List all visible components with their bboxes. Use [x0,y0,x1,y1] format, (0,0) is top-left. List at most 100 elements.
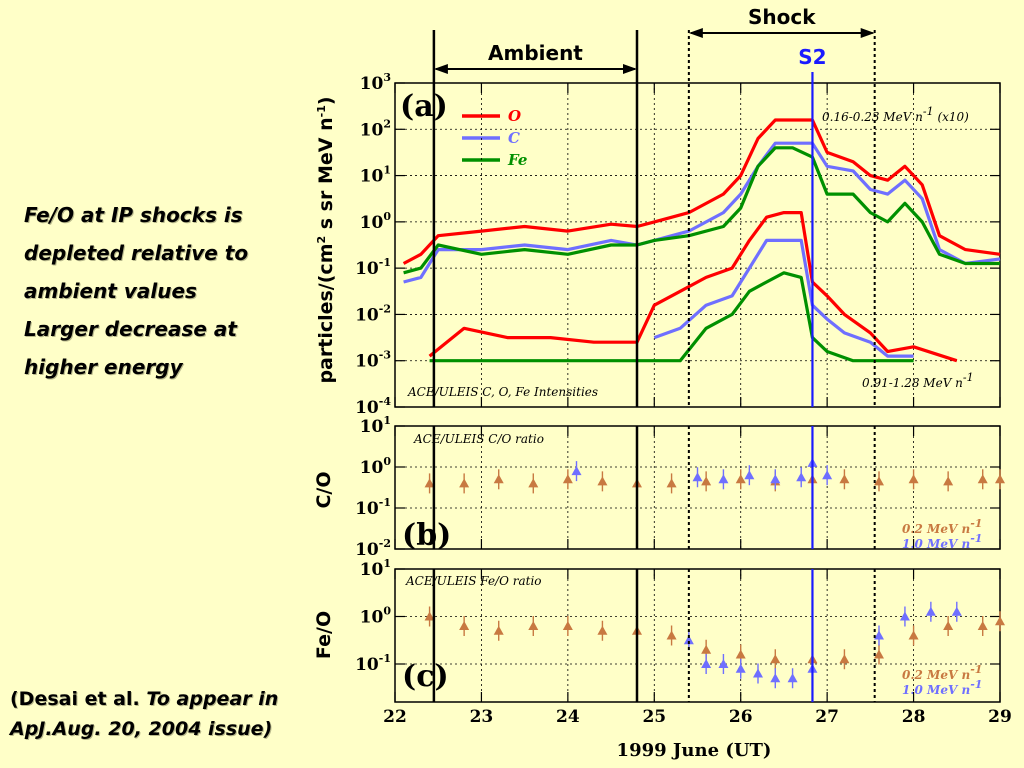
ratio-point [995,616,1005,626]
panel-c-frame [394,568,1001,703]
ratio-point [908,630,919,640]
series-fe-high [403,146,1000,275]
y-tick-label: 10-2 [355,537,391,560]
ratio-point [735,649,746,659]
ratio-point [597,476,608,486]
panel-c-title: ACE/ULEIS Fe/O ratio [405,574,542,588]
citation-italic-1: To appear in [146,688,279,710]
ratio-point [943,476,954,486]
slide-bullet-text: Fe/O at IP shocks is depleted relative t… [24,196,314,386]
ratio-point [951,606,962,616]
ratio-point [977,474,988,484]
ratio-point [995,474,1005,484]
bullet-line: depleted relative to [24,241,249,265]
ratio-point [735,663,746,673]
ratio-point [744,470,755,480]
ratio-point [770,654,781,664]
y-tick-label: 10-2 [355,302,391,325]
ambient-arrow-head [623,64,637,74]
ratio-point [666,630,677,640]
y-tick-label: 10-3 [355,349,391,372]
y-tick-label: 100 [360,605,392,628]
y-tick-label: 10-1 [355,256,391,279]
ratio-point [822,470,833,480]
ratio-point [908,474,919,484]
ratio-point [528,621,539,630]
legend-label-c: C [508,129,520,147]
ratio-point [683,635,694,645]
ratio-point [571,466,582,476]
bullet-line: ambient values [24,279,197,303]
ratio-point [493,474,504,484]
panel-a-y-axis-title: particles/(cm2 s sr MeV n-1) [315,96,337,383]
x-tick-label: 27 [815,707,839,727]
x-tick-label: 23 [470,707,494,727]
ratio-point [735,474,746,484]
ratio-point [493,625,504,635]
panel-a-letter: (a) [400,89,448,124]
panel-b-y-axis-title: C/O [313,471,335,508]
y-tick-label: 101 [360,557,391,580]
legend-label-o: O [508,107,521,125]
ratio-point [562,621,573,630]
ratio-point [874,630,884,640]
bullet-line: Larger decrease at [24,317,237,341]
ratio-point [718,659,729,668]
ratio-point [874,649,884,659]
panel-a-title: ACE/ULEIS C, O, Fe Intensities [407,385,598,399]
ratio-point [528,478,539,488]
citation-prefix: (Desai et al. [10,688,147,710]
series-fe-low [429,271,914,363]
ratio-point [925,606,936,616]
panel-b-legend-low: 0.2 MeV n-1 [902,517,982,536]
ratio-point [943,621,954,630]
citation: (Desai et al. To appear in ApJ.Aug. 20, … [10,684,340,744]
ambient-arrow-head [433,64,448,74]
ratio-point [701,644,712,654]
panel-c-legend-high: 1.0 MeV n-1 [902,678,982,697]
ratio-point [796,472,807,482]
x-tick-label: 24 [556,707,580,727]
ratio-point [839,474,850,484]
x-tick-label: 28 [902,707,926,727]
ratio-point [424,611,435,621]
ratio-point [692,472,703,482]
ratio-point [666,478,677,488]
y-tick-label: 10-4 [355,395,391,418]
shock-arrow-head [860,28,875,38]
y-tick-label: 101 [360,164,391,187]
ratio-point [839,654,850,664]
panel-a-energy-low: 0.91-1.28 MeV n-1 [862,371,974,390]
ratio-point [701,476,712,486]
ratio-point [770,474,781,484]
panel-c-letter: (c) [402,659,449,694]
y-tick-label: 103 [360,71,391,94]
shock-label: Shock [748,5,816,29]
ratio-point [701,659,712,668]
y-tick-label: 102 [360,117,391,140]
panel-c-legend-low: 0.2 MeV n-1 [902,663,982,682]
bullet-line: higher energy [24,355,183,379]
x-tick-label: 26 [729,707,753,727]
ratio-point [899,611,910,621]
y-tick-label: 100 [360,210,392,233]
x-axis-title: 1999 June (UT) [617,740,772,761]
x-tick-label: 25 [642,707,666,727]
ratio-point [753,668,763,678]
panel-b-title: ACE/ULEIS C/O ratio [413,432,544,446]
panel-a-frame [394,82,1001,408]
bullet-line: Fe/O at IP shocks is [24,203,243,227]
ratio-point [459,478,470,488]
ratio-point [977,621,988,630]
y-tick-label: 101 [360,414,391,437]
panel-c-y-axis-title: Fe/O [313,611,335,659]
ratio-point [424,478,435,488]
x-tick-label: 29 [988,707,1012,727]
ratio-point [787,673,798,683]
x-tick-label: 22 [383,707,407,727]
legend-label-fe: Fe [507,151,527,169]
series-c-high [403,141,1001,284]
ambient-label: Ambient [488,41,583,65]
ratio-point [597,625,608,635]
